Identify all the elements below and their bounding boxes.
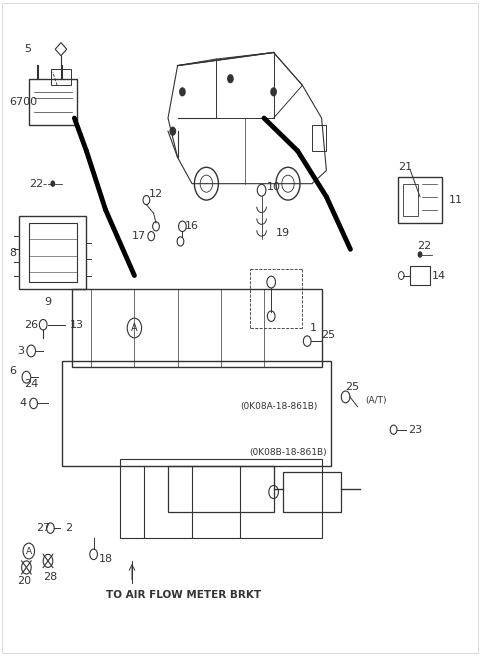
Text: 25: 25 [322, 329, 336, 340]
Bar [72, 289, 322, 367]
Bar [283, 472, 341, 512]
Text: A: A [131, 323, 138, 333]
Text: 3: 3 [17, 346, 24, 356]
Bar [398, 177, 442, 223]
Text: 21: 21 [398, 162, 412, 173]
Text: 1: 1 [310, 323, 317, 333]
Text: 9: 9 [45, 297, 51, 307]
Bar [410, 266, 430, 285]
Bar [403, 184, 418, 216]
Text: 14: 14 [432, 270, 446, 281]
Text: 26: 26 [24, 319, 38, 330]
Text: 17: 17 [132, 231, 146, 241]
Text: 2: 2 [65, 523, 72, 533]
Text: 13: 13 [70, 319, 84, 330]
Circle shape [169, 127, 176, 136]
Bar [29, 223, 77, 282]
Text: 6: 6 [10, 365, 17, 376]
Text: 25: 25 [346, 382, 360, 392]
Text: 24: 24 [24, 379, 38, 389]
Circle shape [50, 180, 55, 187]
Text: 4: 4 [19, 398, 26, 409]
Text: 23: 23 [408, 424, 422, 435]
Text: 16: 16 [185, 221, 199, 232]
Text: 28: 28 [43, 572, 58, 583]
Text: (0K08B-18-861B): (0K08B-18-861B) [250, 448, 327, 457]
Bar [19, 216, 86, 289]
Bar [51, 69, 71, 85]
Text: 27: 27 [36, 523, 50, 533]
Text: 22: 22 [29, 178, 43, 189]
Bar [29, 79, 77, 125]
Bar [168, 466, 274, 512]
Bar [62, 361, 331, 466]
Bar [312, 125, 326, 151]
Text: (A/T): (A/T) [365, 396, 386, 405]
Text: 6700: 6700 [10, 96, 38, 107]
Text: 11: 11 [449, 195, 463, 205]
Text: 22: 22 [418, 241, 432, 251]
Text: 20: 20 [17, 575, 31, 586]
Text: TO AIR FLOW METER BRKT: TO AIR FLOW METER BRKT [106, 590, 261, 600]
Text: A: A [26, 546, 32, 556]
Text: 19: 19 [276, 228, 290, 238]
Text: 5: 5 [24, 44, 31, 54]
Text: 12: 12 [149, 188, 163, 199]
Circle shape [270, 87, 277, 96]
Text: (0K08A-18-861B): (0K08A-18-861B) [240, 402, 317, 411]
Circle shape [227, 74, 234, 83]
Text: 10: 10 [266, 182, 280, 192]
Text: 18: 18 [98, 554, 112, 564]
Circle shape [418, 251, 422, 258]
Bar [120, 459, 322, 538]
Text: 8: 8 [10, 247, 17, 258]
Circle shape [179, 87, 186, 96]
